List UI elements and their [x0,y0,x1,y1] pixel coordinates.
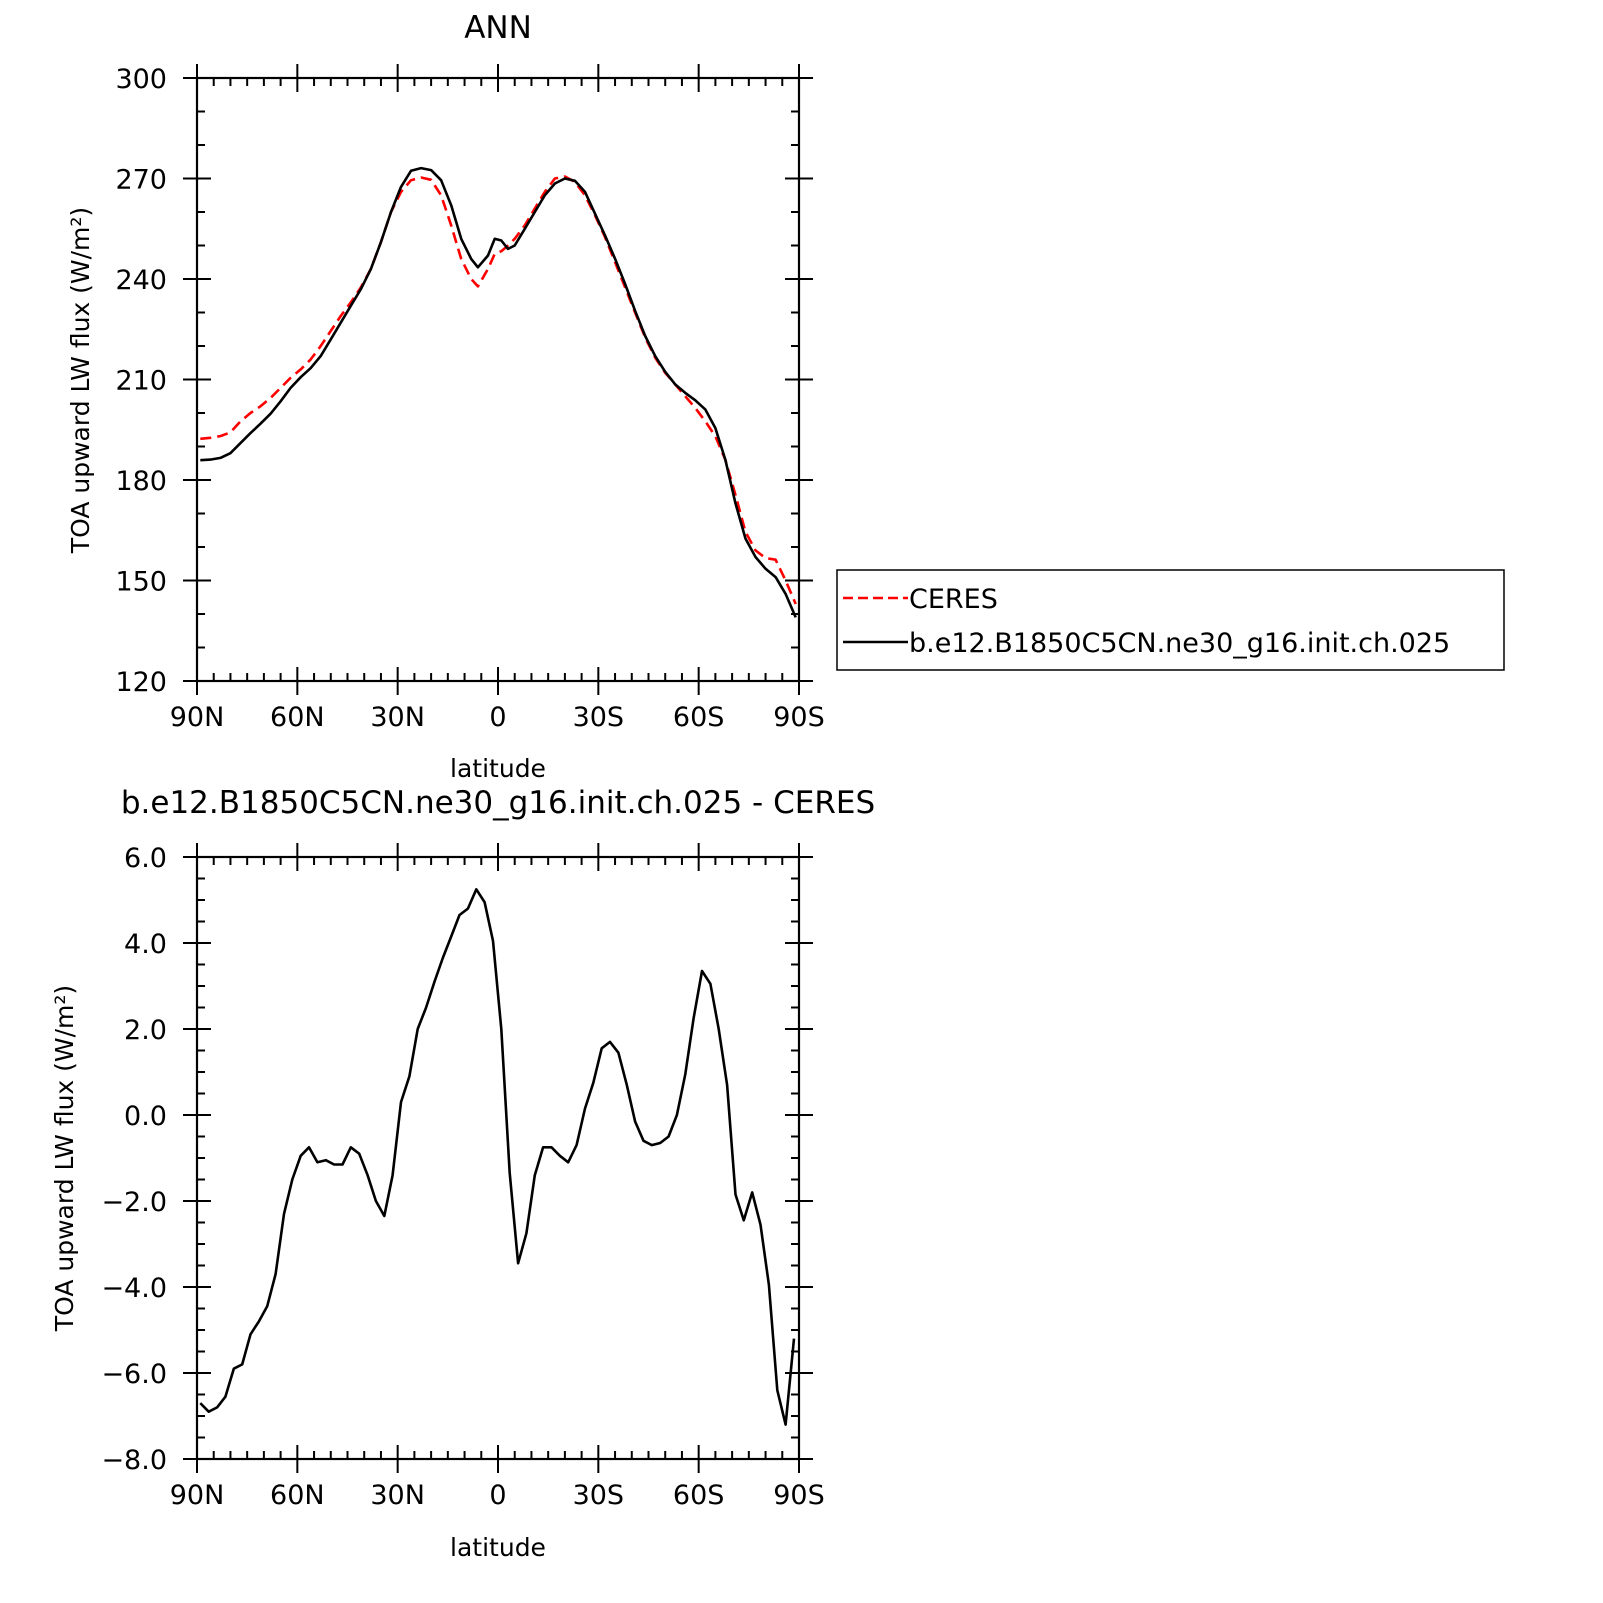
legend-label-ceres: CERES [909,584,998,615]
top-plot-frame [195,76,801,683]
y-tick-label: 270 [115,165,167,196]
legend-label-model: b.e12.B1850C5CN.ne30_g16.init.ch.025 [909,628,1450,659]
x-tick-label: 90N [170,702,225,733]
x-tick-label: 60N [270,702,325,733]
legend-box [836,569,1505,671]
y-tick-label: 4.0 [124,929,167,960]
top-x-axis-label: latitude [450,754,546,783]
x-tick-label: 30S [573,702,625,733]
x-tick-label: 60S [673,702,725,733]
x-tick-label: 30S [573,1480,625,1511]
y-tick-label: −6.0 [101,1359,167,1390]
series-line-difference [199,887,796,1426]
y-tick-label: 120 [115,667,167,698]
top-panel: ANN 90N 60N 30N 0 30S 60S 90S 120 150 180 210 240 27… [66,10,825,783]
x-tick-label: 90N [170,1480,225,1511]
y-tick-label: 210 [115,366,167,397]
x-tick-label: 0 [489,1480,506,1511]
bottom-series-group [199,887,796,1426]
bottom-y-axis-label: TOA upward LW flux (W/m²) [50,985,79,1332]
top-y-axis-label: TOA upward LW flux (W/m²) [66,207,95,554]
y-tick-label: 150 [115,567,167,598]
series-line-ceres [200,175,797,605]
y-tick-label: 300 [115,64,167,95]
y-tick-label: 240 [115,265,167,296]
bottom-axis-ticks: 90N 60N 30N 0 30S 60S 90S −8.0 −6.0 −4.0 −2.0 0.0 2.… [101,843,825,1511]
x-tick-label: 30N [370,1480,425,1511]
top-chart-title: ANN [464,10,532,46]
x-tick-label: 0 [489,702,506,733]
bottom-x-axis-label: latitude [450,1533,546,1562]
top-series-group [200,166,797,618]
bottom-chart-title: b.e12.B1850C5CN.ne30_g16.init.ch.025 - C… [121,785,875,821]
x-tick-label: 90S [773,702,825,733]
y-tick-label: −2.0 [101,1187,167,1218]
legend: CERES b.e12.B1850C5CN.ne30_g16.init.ch.0… [836,569,1505,671]
x-tick-label: 60N [270,1480,325,1511]
series-line-b-e12-b1850c5cn-ne30-g16-init-ch-025 [200,166,797,618]
y-tick-label: 2.0 [124,1015,167,1046]
y-tick-label: −8.0 [101,1445,167,1476]
x-tick-label: 60S [673,1480,725,1511]
x-tick-label: 90S [773,1480,825,1511]
bottom-plot-frame [195,855,801,1461]
y-tick-label: 6.0 [124,843,167,874]
y-tick-label: −4.0 [101,1273,167,1304]
x-tick-label: 30N [370,702,425,733]
y-tick-label: 0.0 [124,1101,167,1132]
bottom-panel: b.e12.B1850C5CN.ne30_g16.init.ch.025 - C… [50,785,875,1562]
top-axis-ticks: 90N 60N 30N 0 30S 60S 90S 120 150 180 210 240 270 300 [115,64,825,733]
y-tick-label: 180 [115,466,167,497]
